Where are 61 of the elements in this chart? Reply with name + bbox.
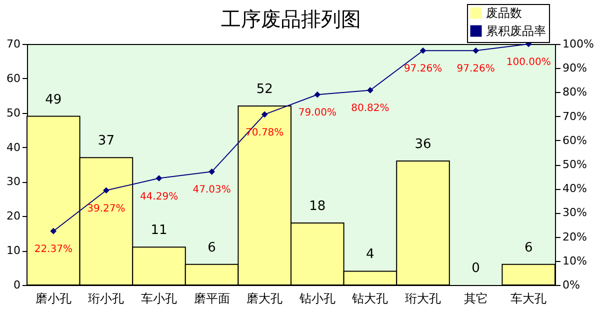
x-tick-label: 钻小孔: [298, 292, 336, 306]
y2-tick-label: 30%: [562, 206, 587, 220]
legend-label: 累积废品率: [486, 24, 546, 38]
y2-tick-label: 80%: [562, 86, 587, 99]
y2-tick-label: 0%: [562, 278, 580, 292]
y-tick-label: 30: [6, 175, 20, 188]
data-label: 11: [150, 223, 168, 238]
point: [50, 228, 57, 234]
y2-tick-label: 60%: [562, 134, 587, 147]
x-tick-label: 车大孔: [510, 292, 547, 306]
y2-tick-label: 90%: [562, 62, 587, 75]
y2-tick-label: 70%: [562, 110, 587, 123]
y-tick-label: 40: [6, 140, 20, 154]
data-label: 97.26%: [456, 64, 495, 75]
y2-tick-label: 20%: [562, 230, 587, 244]
point: [420, 47, 426, 54]
data-label: 36: [414, 137, 432, 152]
y-tick-label: 60: [6, 72, 20, 85]
data-label: 80.82%: [351, 103, 390, 114]
point: [314, 91, 321, 98]
data-label: 39.27%: [87, 203, 126, 214]
y2-tick-label: 50%: [562, 158, 587, 171]
data-label: 37: [98, 134, 114, 149]
point: [472, 47, 479, 54]
x-tick-label: 钻大孔: [351, 292, 388, 306]
data-label: 6: [208, 240, 216, 256]
point: [367, 87, 374, 94]
data-label: 6: [524, 240, 533, 256]
data-label: 100.00%: [506, 57, 551, 68]
chart-title: 工序废品排列图: [221, 7, 361, 31]
y2-tick-label: 100%: [562, 38, 594, 50]
x-tick-label: 珩小孔: [88, 292, 124, 306]
data-label: 79.00%: [298, 108, 336, 119]
data-label: 0: [472, 261, 480, 276]
data-label: 18: [309, 199, 326, 214]
data-label: 97.26%: [404, 64, 442, 75]
point: [156, 175, 162, 182]
data-label: 44.29%: [140, 191, 178, 202]
x-tick-label: 其它: [464, 292, 488, 306]
y-tick-label: 0: [14, 278, 20, 292]
data-label: 52: [256, 82, 273, 97]
data-label: 22.37%: [34, 244, 72, 256]
point: [208, 168, 215, 175]
point: [103, 187, 110, 194]
x-tick-label: 磨平面: [194, 292, 230, 306]
y-tick-label: 70: [6, 38, 20, 50]
data-label: 47.03%: [192, 184, 231, 196]
data-label: 4: [366, 247, 374, 262]
x-tick-label: 珩大孔: [405, 292, 441, 306]
x-tick-label: 磨小孔: [35, 292, 72, 306]
point: [261, 111, 268, 118]
y2-tick-label: 40%: [562, 182, 587, 196]
x-tick-label: 车小孔: [141, 292, 177, 306]
y-tick-label: 50: [6, 106, 20, 120]
x-tick-label: 磨大孔: [246, 292, 283, 306]
y2-tick-label: 10%: [562, 254, 587, 268]
legend-label: 废品数: [486, 6, 522, 20]
y-tick-label: 10: [6, 244, 20, 258]
y-tick-label: 20: [6, 210, 20, 223]
data-label: 49: [45, 92, 62, 108]
data-label: 70.78%: [246, 127, 284, 138]
